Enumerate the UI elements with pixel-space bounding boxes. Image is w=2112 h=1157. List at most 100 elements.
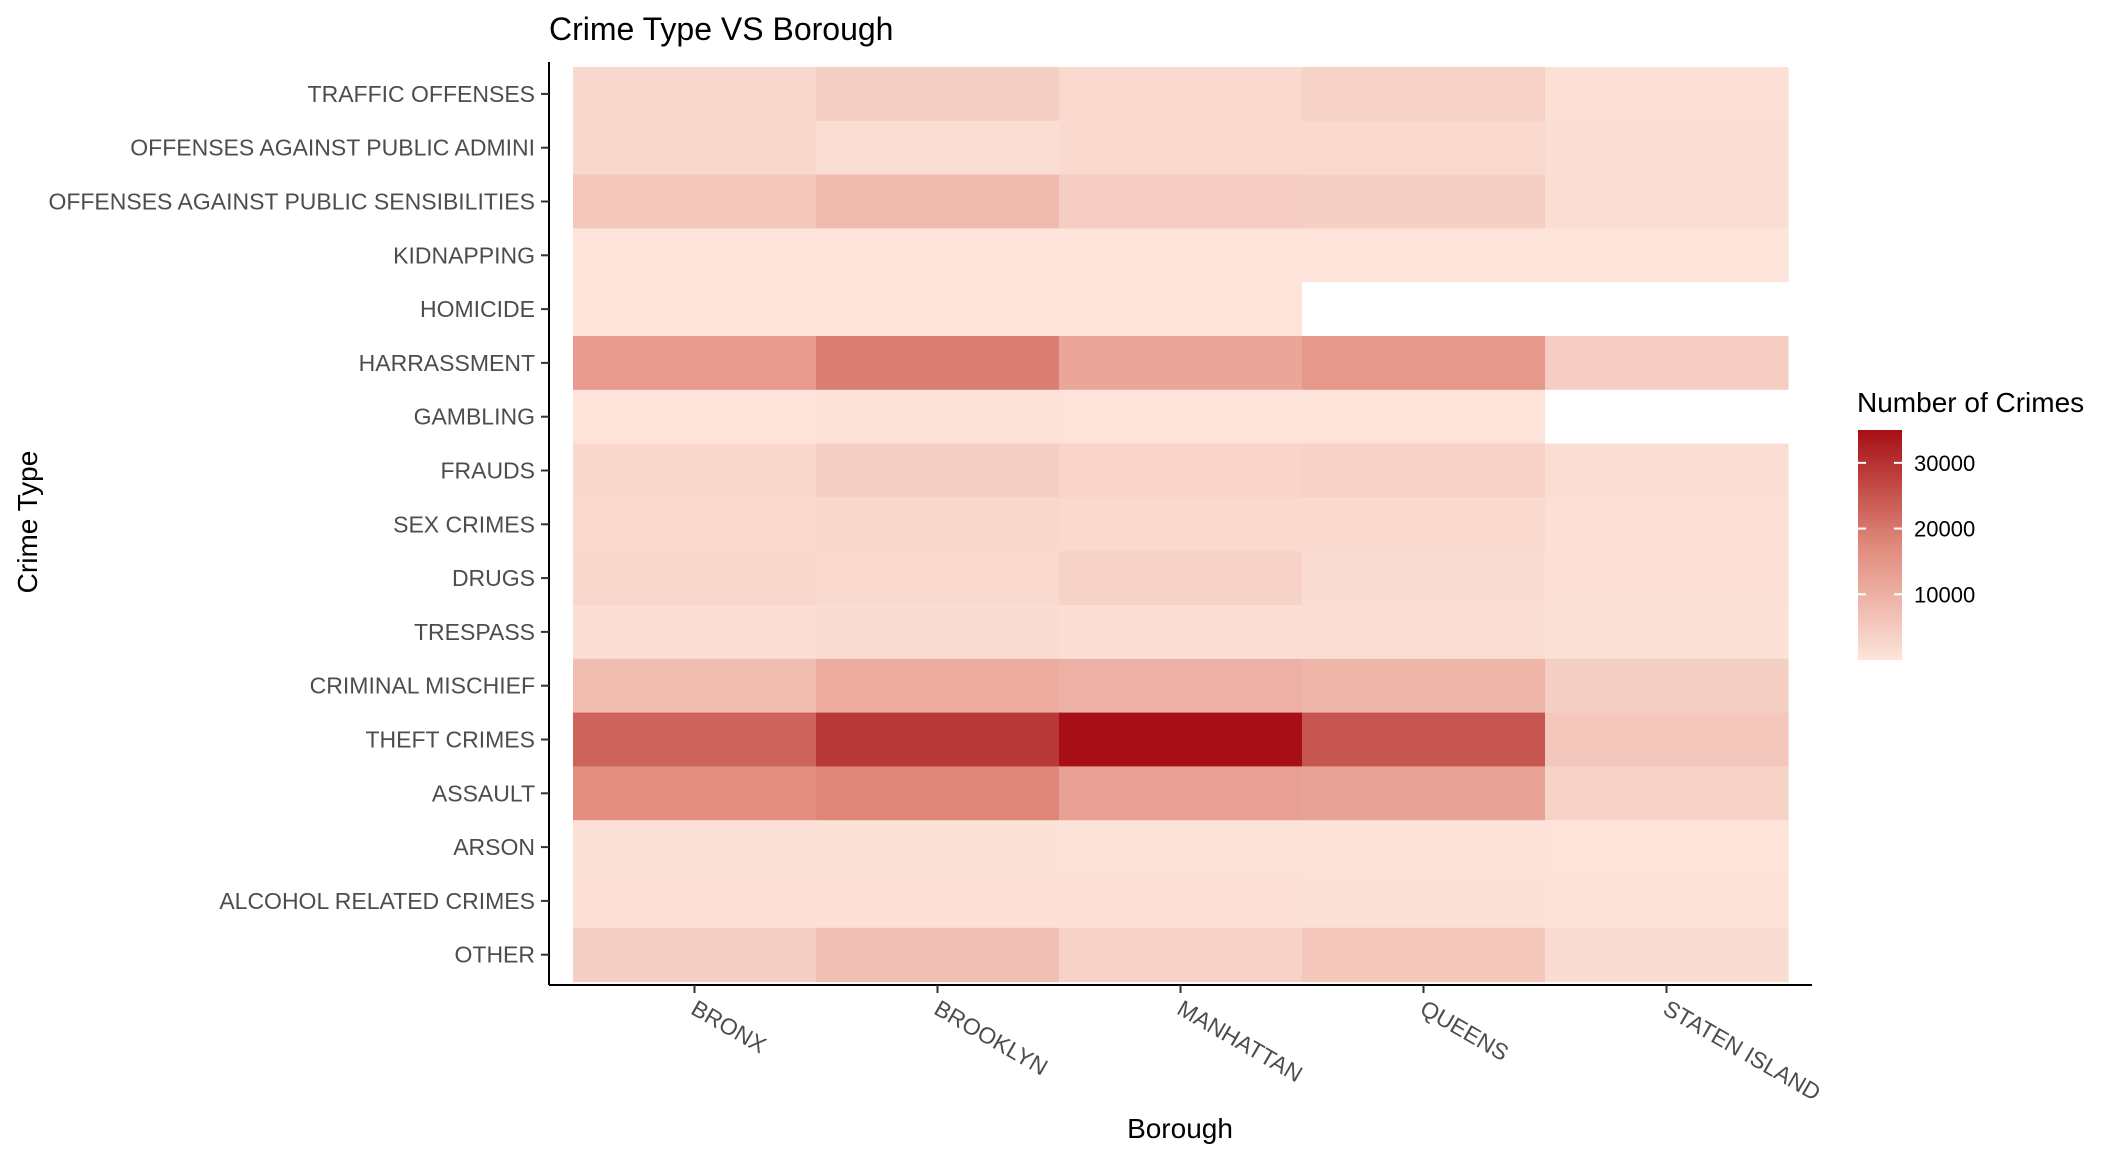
heatmap-cell	[1302, 551, 1546, 606]
heatmap-cell	[1545, 497, 1789, 552]
heatmap-cell	[816, 712, 1060, 767]
heatmap-cell	[573, 67, 817, 122]
heatmap-cell	[1302, 389, 1546, 445]
legend-title: Number of Crimes	[1857, 387, 2084, 418]
heatmap-cell	[816, 605, 1060, 660]
y-tick-label: GAMBLING	[414, 404, 535, 430]
heatmap-cell	[1302, 120, 1546, 176]
heatmap-cell	[1302, 874, 1546, 929]
legend: Number of Crimes 10000 20000 30000	[1857, 387, 2084, 660]
heatmap-cell	[1059, 228, 1303, 283]
heatmap-cell	[1059, 874, 1303, 929]
heatmap-cell	[1059, 712, 1303, 767]
heatmap-cell	[816, 551, 1060, 606]
heatmap-cell	[1545, 874, 1789, 929]
heatmap-cell	[573, 282, 817, 337]
y-tick-label: THEFT CRIMES	[365, 727, 535, 753]
heatmap-cell	[816, 336, 1060, 391]
y-tick-label: DRUGS	[452, 565, 535, 591]
y-tick-label: FRAUDS	[440, 458, 535, 484]
heatmap-cell	[1059, 551, 1303, 606]
chart-title: Crime Type VS Borough	[549, 11, 893, 47]
heatmap-cell	[1545, 67, 1789, 122]
heatmap-cell	[1059, 927, 1303, 983]
heatmap-cell	[573, 497, 817, 552]
y-tick-label: TRAFFIC OFFENSES	[308, 81, 535, 107]
heatmap-cell	[1059, 658, 1303, 714]
heatmap-cell	[1545, 282, 1789, 337]
heatmap-cell	[573, 389, 817, 445]
heatmap-cell	[816, 174, 1060, 229]
heatmap-cell	[1059, 497, 1303, 552]
heatmap-cell	[816, 820, 1060, 875]
heatmap-cell	[1302, 820, 1546, 875]
heatmap-cell	[573, 927, 817, 983]
y-tick-label: SEX CRIMES	[393, 511, 535, 537]
heatmap-cell	[1059, 605, 1303, 660]
heatmap-cell	[573, 443, 817, 498]
heatmap-cell	[1545, 443, 1789, 498]
heatmap-cell	[573, 228, 817, 283]
heatmap-cell	[816, 658, 1060, 714]
heatmap-cell	[1545, 389, 1789, 445]
x-tick-label: STATEN ISLAND	[1659, 995, 1825, 1106]
y-tick-label: KIDNAPPING	[393, 242, 535, 268]
legend-tick-label: 10000	[1914, 582, 1975, 607]
heatmap-cell	[816, 120, 1060, 176]
heatmap-cell	[816, 228, 1060, 283]
heatmap-cell	[1302, 497, 1546, 552]
heatmap-cell	[573, 336, 817, 391]
heatmap-cell	[1302, 766, 1546, 821]
heatmap-cell	[1302, 228, 1546, 283]
heatmap-cell	[573, 174, 817, 229]
heatmap-cells	[573, 67, 1789, 983]
heatmap-cell	[1302, 174, 1546, 229]
x-tick-label: BRONX	[687, 995, 771, 1058]
heatmap-cell	[1302, 605, 1546, 660]
heatmap-cell	[1059, 389, 1303, 445]
heatmap-cell	[1059, 820, 1303, 875]
legend-tick-label: 30000	[1914, 451, 1975, 476]
heatmap-cell	[816, 67, 1060, 122]
heatmap-cell	[1059, 120, 1303, 176]
heatmap-cell	[1059, 174, 1303, 229]
heatmap-cell	[1059, 336, 1303, 391]
heatmap-cell	[1545, 820, 1789, 875]
legend-colorbar	[1858, 430, 1902, 660]
heatmap-cell	[1302, 658, 1546, 714]
heatmap-cell	[1302, 443, 1546, 498]
heatmap-cell	[573, 712, 817, 767]
heatmap-cell	[816, 874, 1060, 929]
heatmap-cell	[573, 820, 817, 875]
heatmap-cell	[816, 927, 1060, 983]
y-tick-label: OFFENSES AGAINST PUBLIC SENSIBILITIES	[48, 189, 535, 215]
y-tick-label: OFFENSES AGAINST PUBLIC ADMINI	[130, 135, 535, 161]
y-tick-label: ARSON	[453, 834, 535, 860]
heatmap-cell	[1059, 443, 1303, 498]
heatmap-cell	[816, 389, 1060, 445]
heatmap-cell	[1302, 282, 1546, 337]
heatmap-cell	[573, 766, 817, 821]
heatmap-cell	[816, 443, 1060, 498]
heatmap-cell	[1545, 766, 1789, 821]
legend-ticks: 10000 20000 30000	[1858, 451, 1975, 607]
y-tick-label: ASSAULT	[432, 780, 535, 806]
heatmap-cell	[1545, 605, 1789, 660]
heatmap-cell	[1545, 712, 1789, 767]
x-tick-label: BROOKLYN	[930, 995, 1052, 1081]
y-tick-label: TRESPASS	[414, 619, 535, 645]
y-tick-label: ALCOHOL RELATED CRIMES	[219, 888, 535, 914]
legend-tick-label: 20000	[1914, 517, 1975, 542]
heatmap-cell	[816, 766, 1060, 821]
y-tick-label: HARRASSMENT	[359, 350, 535, 376]
x-axis-title: Borough	[1127, 1113, 1233, 1144]
heatmap-cell	[1059, 67, 1303, 122]
x-axis: BRONX BROOKLYN MANHATTAN QUEENS STATEN ISLAN…	[549, 984, 1825, 1106]
heatmap-cell	[1545, 174, 1789, 229]
heatmap-cell	[1302, 712, 1546, 767]
heatmap-cell	[1545, 336, 1789, 391]
heatmap-cell	[816, 497, 1060, 552]
heatmap-cell	[573, 658, 817, 714]
